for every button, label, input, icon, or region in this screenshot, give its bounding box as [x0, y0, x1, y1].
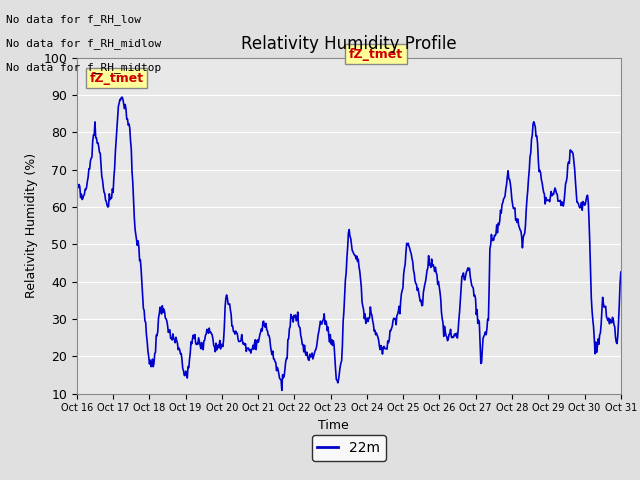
Text: fZ_tmet: fZ_tmet — [349, 48, 403, 60]
Text: No data for f_RH_midlow: No data for f_RH_midlow — [6, 38, 162, 49]
Legend: 22m: 22m — [312, 435, 386, 461]
X-axis label: Time: Time — [318, 419, 349, 432]
Text: fZ_tmet: fZ_tmet — [90, 72, 144, 84]
Title: Relativity Humidity Profile: Relativity Humidity Profile — [241, 35, 456, 53]
Text: No data for f_RH_midtop: No data for f_RH_midtop — [6, 62, 162, 73]
Y-axis label: Relativity Humidity (%): Relativity Humidity (%) — [25, 153, 38, 298]
Text: No data for f_RH_low: No data for f_RH_low — [6, 14, 141, 25]
